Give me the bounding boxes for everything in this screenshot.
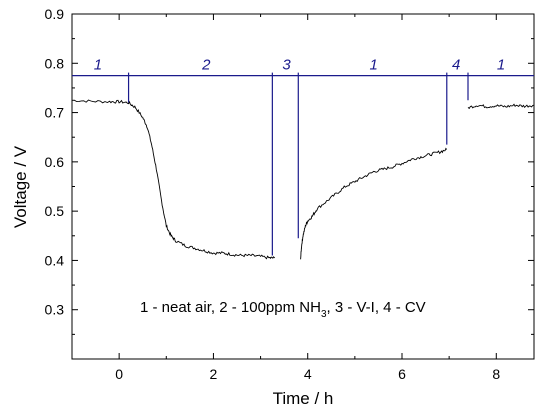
y-tick-label: 0.4 bbox=[45, 252, 65, 268]
y-tick-label: 0.3 bbox=[45, 302, 65, 318]
series-line-segment bbox=[300, 147, 448, 260]
y-tick-label: 0.9 bbox=[45, 6, 65, 22]
phase-label: 4 bbox=[452, 57, 460, 74]
y-tick-label: 0.8 bbox=[45, 55, 65, 71]
phase-label: 1 bbox=[94, 57, 102, 74]
x-tick-label: 6 bbox=[398, 366, 406, 382]
y-axis-ticks: 0.3 0.4 0.5 0.6 0.7 0.8 0.9 bbox=[45, 6, 534, 335]
phase-label: 2 bbox=[201, 57, 211, 74]
phase-markers bbox=[72, 72, 534, 256]
y-tick-label: 0.5 bbox=[45, 203, 65, 219]
x-tick-label: 2 bbox=[210, 366, 218, 382]
y-axis-title: Voltage / V bbox=[11, 145, 30, 228]
phase-label: 3 bbox=[282, 57, 291, 74]
x-tick-label: 0 bbox=[115, 366, 123, 382]
x-tick-label: 4 bbox=[304, 366, 312, 382]
x-axis-title: Time / h bbox=[273, 389, 334, 408]
legend-annotation: 1 - neat air, 2 - 100ppm NH3, 3 - V-I, 4… bbox=[140, 299, 426, 320]
y-tick-label: 0.6 bbox=[45, 154, 65, 170]
voltage-series bbox=[71, 99, 535, 260]
phase-label: 1 bbox=[497, 57, 505, 74]
annotation-subscript: 3 bbox=[321, 309, 327, 320]
annotation-part1: 1 - neat air, 2 - 100ppm NH bbox=[140, 299, 321, 316]
phase-labels: 1 2 3 1 4 1 bbox=[94, 57, 505, 74]
series-line-segment bbox=[71, 99, 276, 260]
x-axis-ticks: 0 2 4 6 8 bbox=[115, 14, 500, 382]
series-line-segment bbox=[467, 103, 535, 110]
y-tick-label: 0.7 bbox=[45, 105, 65, 121]
phase-label: 1 bbox=[370, 57, 378, 74]
x-tick-label: 8 bbox=[492, 366, 500, 382]
annotation-part2: , 3 - V-I, 4 - CV bbox=[327, 299, 426, 316]
